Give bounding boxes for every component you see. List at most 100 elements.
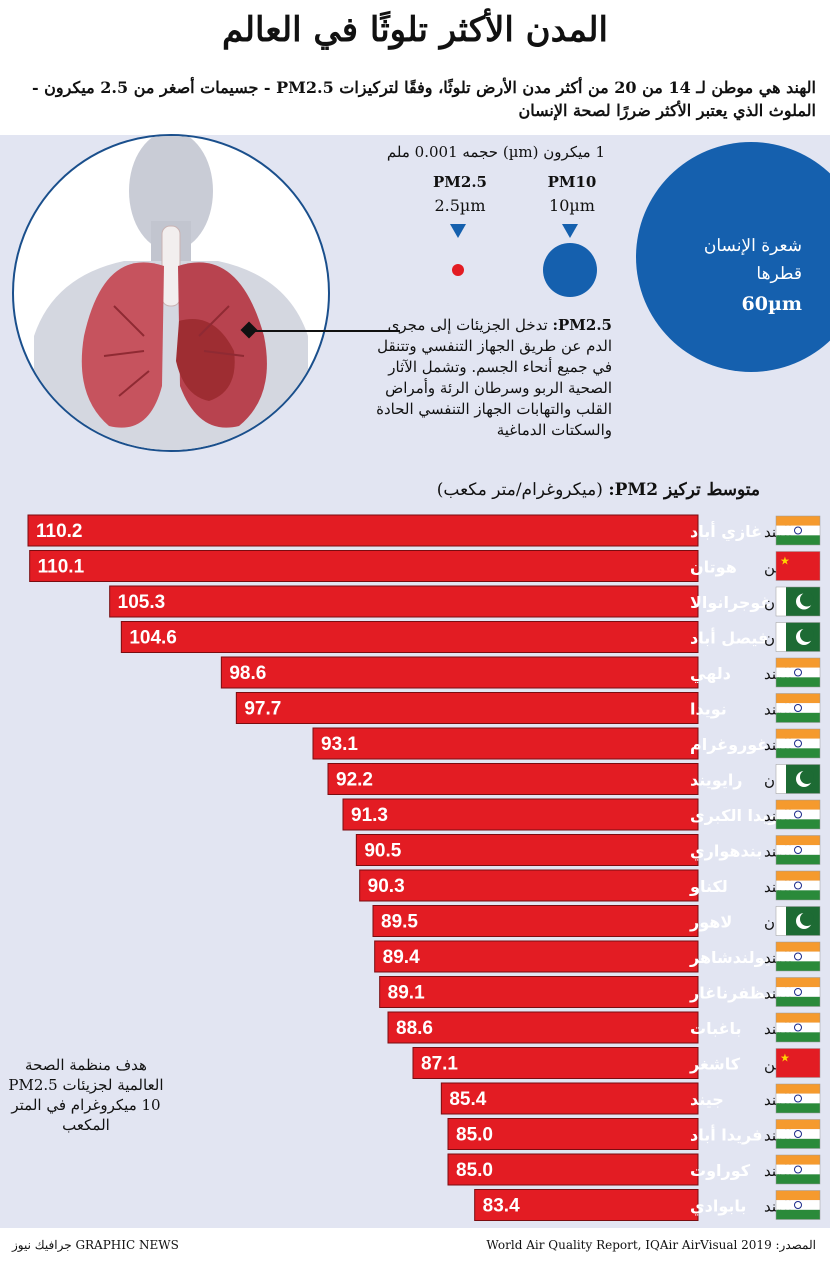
india-flag-icon (775, 799, 821, 830)
india-flag-icon (775, 728, 821, 759)
pakistan-flag-icon (775, 764, 821, 794)
bar-row: 90.5بندهواريالهند (355, 834, 821, 866)
bar-value-label: 89.1 (388, 983, 425, 1004)
pakistan-flag-icon (775, 906, 821, 936)
city-label: باغبات (690, 1019, 742, 1038)
bar (235, 692, 699, 724)
city-label: فريدا أباد (690, 1125, 762, 1145)
micron-scale-note: 1 ميكرون (µm) حجمه 0.001 ملم (386, 143, 605, 161)
bar-value-label: 97.7 (244, 699, 281, 720)
page-title: المدن الأكثر تلوثًا في العالم (222, 10, 608, 50)
india-flag-icon (775, 977, 821, 1007)
bar-row: 87.1كاشغرالصين★ (412, 1047, 821, 1079)
city-label: كوراوت (690, 1161, 751, 1180)
chart-heading-unit: (ميكروغرام/متر مكعب) (436, 480, 603, 500)
svg-text:★: ★ (780, 1052, 790, 1065)
bar (374, 940, 699, 973)
bar (109, 585, 699, 618)
bar (379, 976, 699, 1008)
bar (312, 727, 699, 760)
city-label: جيند (690, 1090, 724, 1109)
city-label: لكناو (689, 877, 728, 896)
bar-row: 85.0كوراوتالهند (447, 1153, 821, 1186)
bar-value-label: 89.4 (383, 947, 420, 968)
bar (359, 869, 699, 902)
pakistan-flag-icon (775, 622, 821, 652)
hair-value: 60µm (741, 293, 802, 315)
bar (342, 798, 699, 831)
bar-row: 105.3غوجرانوالاباكستان (109, 585, 821, 618)
india-flag-icon (775, 657, 821, 688)
bar-row: 88.6باغباتالهند (387, 1011, 821, 1044)
bar-row: 85.4جيندالهند (440, 1082, 821, 1115)
header: المدن الأكثر تلوثًا في العالم الهند هي م… (0, 0, 830, 135)
bar-value-label: 85.4 (449, 1089, 486, 1110)
india-flag-icon (775, 870, 821, 901)
pm25-particle-icon (452, 264, 464, 276)
chart-heading-bold: متوسط تركيز PM2: (608, 480, 760, 500)
bar (220, 656, 699, 689)
pm25-size: 2.5µm (434, 196, 486, 215)
subtitle: الهند هي موطن لـ 14 من 20 من أكثر مدن ال… (31, 78, 816, 120)
bar (27, 514, 699, 547)
bar-value-label: 105.3 (118, 592, 166, 613)
city-label: فيصل أباد (690, 628, 768, 648)
city-label: لاهور (689, 913, 732, 932)
city-label: رايويند (690, 771, 743, 790)
bar-value-label: 98.6 (229, 663, 266, 684)
chart-heading: متوسط تركيز PM2: (ميكروغرام/متر مكعب) (260, 480, 760, 500)
bar-value-label: 85.0 (456, 1160, 493, 1181)
bar-value-label: 92.2 (336, 770, 373, 791)
body-lungs-icon (34, 136, 308, 450)
bar-value-label: 87.1 (421, 1054, 458, 1075)
bar (474, 1189, 699, 1221)
city-label: غوجرانوالا (690, 593, 771, 612)
bar-row: 90.3لكناوالهند (359, 869, 821, 902)
bar-row: 83.4بابواديالهند (474, 1189, 821, 1221)
bar (412, 1047, 699, 1079)
credit: GRAPHIC NEWS جرافيك نيوز (12, 1238, 179, 1252)
pm10-marker-icon (562, 224, 578, 238)
pakistan-flag-icon (775, 586, 821, 617)
city-label: غازي أباد (690, 521, 762, 542)
pm10-particle-icon (543, 243, 597, 297)
india-flag-icon (775, 1083, 821, 1114)
bar-row: 98.6دلهيالهند (220, 656, 821, 689)
pm25-marker-icon (450, 224, 466, 238)
bar-row: 92.2رايويندباكستان (327, 763, 821, 795)
china-flag-icon: ★ (775, 1048, 821, 1078)
bar (355, 834, 699, 866)
bar-row: 89.4يولندشاهرالهند (374, 940, 821, 973)
bar-row: 89.5لاهورباكستان (372, 905, 821, 937)
city-label: غوروغرام (690, 735, 768, 754)
who-target-note: هدف منظمة الصحة العالمية لجزيئات PM2.5 1… (8, 1056, 164, 1134)
bar (120, 621, 699, 653)
source: المصدر: World Air Quality Report, IQAir … (486, 1238, 816, 1252)
india-flag-icon (775, 515, 821, 546)
india-flag-icon (775, 1154, 821, 1185)
bar (447, 1118, 699, 1150)
india-flag-icon (775, 1119, 821, 1149)
bar-value-label: 110.2 (36, 521, 83, 542)
bar-value-label: 83.4 (483, 1196, 520, 1217)
city-label: نويدا الكبرى (690, 806, 784, 825)
bar-value-label: 89.5 (381, 912, 418, 933)
pm25-description-lead: PM2.5: (552, 316, 612, 334)
hair-label: شعرة الإنسان قطرها (703, 236, 802, 284)
bar-row: 93.1غوروغرامالهند (312, 727, 821, 760)
city-label: كاشغر (689, 1055, 741, 1074)
india-flag-icon (775, 1190, 821, 1220)
city-label: يولندشاهر (689, 948, 771, 967)
bar (440, 1082, 699, 1115)
pointer-line (240, 321, 400, 339)
pm25-label: PM2.5 (433, 173, 487, 191)
city-label: مظفرناغار (689, 984, 775, 1003)
china-flag-icon: ★ (775, 551, 821, 581)
hair-circle (636, 142, 830, 372)
bar-value-label: 104.6 (129, 628, 177, 649)
